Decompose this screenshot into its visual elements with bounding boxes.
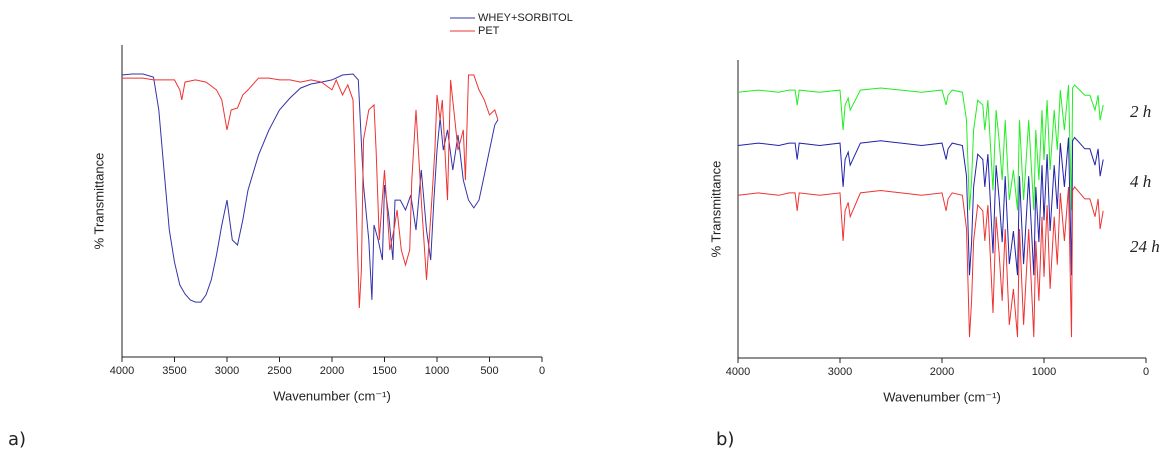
x-tick-label: 1000	[425, 365, 449, 377]
series-line	[122, 74, 499, 309]
x-tick-label: 3000	[828, 366, 852, 378]
x-tick-label: 1500	[372, 365, 396, 377]
x-tick-label: 4000	[110, 365, 134, 377]
x-tick-label: 4000	[726, 366, 750, 378]
x-tick-label: 2000	[930, 366, 954, 378]
x-tick-label: 500	[480, 365, 498, 377]
x-tick-label: 3000	[215, 365, 239, 377]
series-label: 24 h	[1130, 237, 1160, 256]
series-line	[737, 136, 1104, 276]
x-tick-label: 1000	[1032, 366, 1056, 378]
legend-label: PET	[478, 25, 500, 37]
x-tick-label: 2500	[267, 365, 291, 377]
series-label: 2 h	[1130, 102, 1151, 121]
x-tick-label: 3500	[162, 365, 186, 377]
x-tick-label: 0	[539, 365, 545, 377]
x-tick-label: 2000	[320, 365, 344, 377]
series-line	[737, 84, 1104, 211]
y-axis-label: % Transmittance	[91, 153, 106, 250]
series-line	[737, 186, 1104, 338]
legend-label: WHEY+SORBITOL	[478, 12, 573, 24]
panel-label: a)	[8, 429, 26, 450]
series-label: 4 h	[1130, 172, 1151, 191]
y-axis-label: % Transmittance	[708, 161, 723, 258]
x-tick-label: 0	[1143, 366, 1149, 378]
panel-label: b)	[716, 429, 734, 450]
x-axis-label: Wavenumber (cm⁻¹)	[883, 389, 1001, 404]
x-axis-label: Wavenumber (cm⁻¹)	[273, 388, 391, 403]
